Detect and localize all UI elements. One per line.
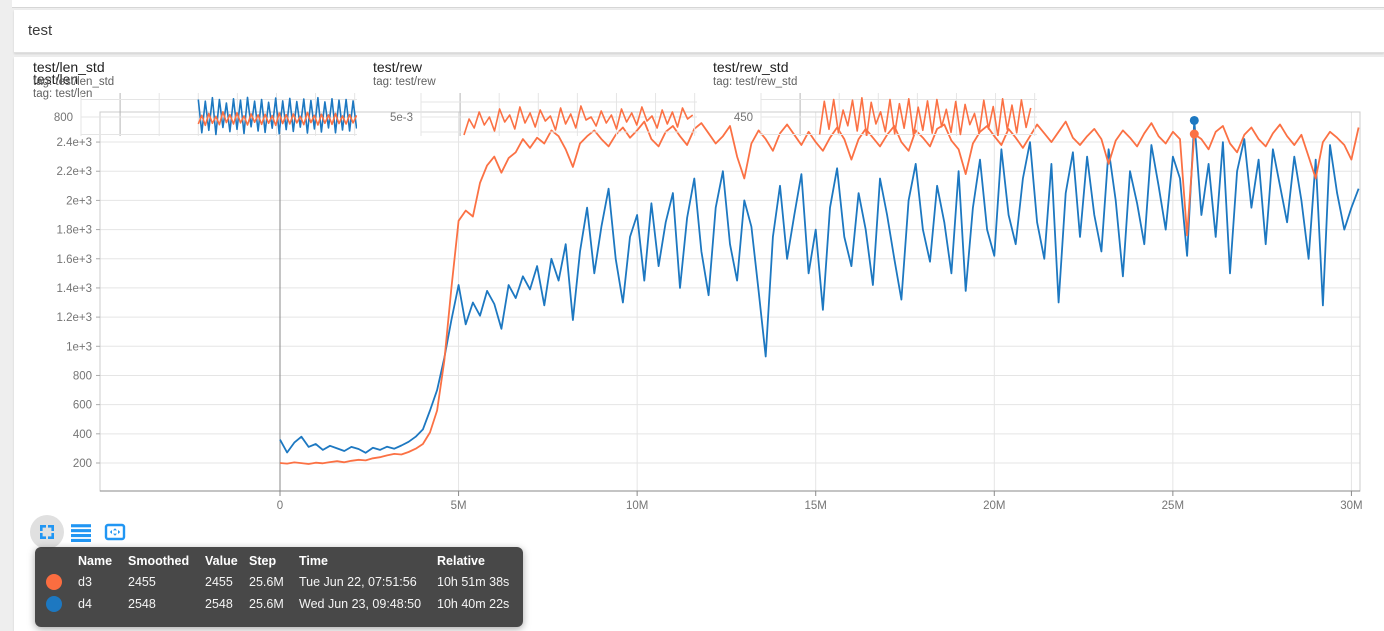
tooltip-value: 2455	[205, 575, 233, 589]
tooltip-header-step: Step	[249, 554, 277, 568]
tooltip-relative: 10h 51m 38s	[437, 575, 510, 589]
mini-chart-tag: tag: test/len_std	[33, 76, 115, 88]
svg-text:1.6e+3: 1.6e+3	[57, 254, 93, 266]
svg-text:5e-3: 5e-3	[390, 112, 413, 124]
svg-text:1e+3: 1e+3	[66, 341, 92, 353]
mini-chart-len-std[interactable]: test/len_std tag: test/len_std 800	[31, 57, 365, 136]
svg-text:2.2e+3: 2.2e+3	[57, 166, 93, 178]
mini-chart-plot[interactable]: 800	[31, 93, 365, 136]
tooltip-header-relative: Relative	[437, 554, 485, 568]
tooltip-run-name: d4	[78, 597, 92, 611]
tooltip-time: Tue Jun 22, 07:51:56	[299, 575, 417, 589]
tooltip-header-name: Name	[78, 554, 113, 568]
svg-text:15M: 15M	[805, 500, 827, 512]
mini-chart-title: test/rew_std	[713, 59, 789, 75]
tooltip-relative: 10h 40m 22s	[437, 597, 510, 611]
svg-text:2.4e+3: 2.4e+3	[57, 137, 93, 149]
main-chart-title: test/len	[33, 71, 79, 87]
run-color-swatch-d4	[46, 596, 62, 612]
mini-chart-tag: tag: test/rew_std	[713, 76, 798, 88]
svg-text:0: 0	[277, 500, 283, 512]
tooltip-step: 25.6M	[249, 575, 284, 589]
mini-chart-title: test/rew	[373, 59, 423, 75]
svg-text:600: 600	[73, 400, 92, 412]
svg-text:10M: 10M	[626, 500, 648, 512]
tooltip-run-name: d3	[78, 575, 92, 589]
svg-text:30M: 30M	[1340, 500, 1362, 512]
tooltip-time: Wed Jun 23, 09:48:50	[299, 597, 422, 611]
charts-container: test/len tag: test/len 0 5M 10M 15M 20M 25M 30…	[14, 57, 1384, 631]
mini-chart-rew[interactable]: test/rew tag: test/rew 5e-3	[371, 57, 705, 136]
main-chart-tag: tag: test/len	[33, 88, 93, 100]
fit-domain-icon[interactable]	[98, 515, 132, 549]
svg-text:450: 450	[734, 112, 753, 124]
tooltip-header-smoothed: Smoothed	[128, 554, 190, 568]
svg-text:400: 400	[73, 429, 92, 441]
svg-text:1.8e+3: 1.8e+3	[57, 225, 93, 237]
svg-text:800: 800	[54, 112, 73, 124]
tooltip-smoothed: 2548	[128, 597, 156, 611]
previous-section-edge	[12, 0, 1384, 8]
hover-tooltip: Name Smoothed Value Step Time Relative d…	[35, 547, 523, 627]
svg-text:800: 800	[73, 370, 92, 382]
svg-text:2e+3: 2e+3	[66, 195, 92, 207]
chart-toolbar	[30, 514, 132, 550]
mini-chart-title: test/len_std	[33, 59, 105, 75]
mini-chart-plot[interactable]: 5e-3	[371, 93, 705, 136]
svg-text:20M: 20M	[983, 500, 1005, 512]
fullscreen-icon[interactable]	[30, 515, 64, 549]
tooltip-value: 2548	[205, 597, 233, 611]
mini-chart-plot[interactable]: 450	[711, 93, 1045, 136]
tooltip-header-value: Value	[205, 554, 238, 568]
svg-text:200: 200	[73, 458, 92, 470]
menu-icon[interactable]	[64, 515, 98, 549]
mini-chart-tag: tag: test/rew	[373, 76, 436, 88]
mini-chart-rew-std[interactable]: test/rew_std tag: test/rew_std 450	[711, 57, 1045, 136]
tooltip-step: 25.6M	[249, 597, 284, 611]
tooltip-header-time: Time	[299, 554, 328, 568]
section-header-test[interactable]: test	[14, 10, 1384, 53]
svg-text:1.2e+3: 1.2e+3	[57, 312, 93, 324]
svg-text:25M: 25M	[1162, 500, 1184, 512]
tooltip-smoothed: 2455	[128, 575, 156, 589]
run-color-swatch-d3	[46, 574, 62, 590]
main-chart-plot[interactable]: 0 5M 10M 15M 20M 25M 30M 200 400 600 800 1e+3 1.2e+3…	[14, 105, 1384, 517]
svg-text:5M: 5M	[451, 500, 467, 512]
section-title: test	[28, 22, 53, 39]
svg-text:1.4e+3: 1.4e+3	[57, 283, 93, 295]
